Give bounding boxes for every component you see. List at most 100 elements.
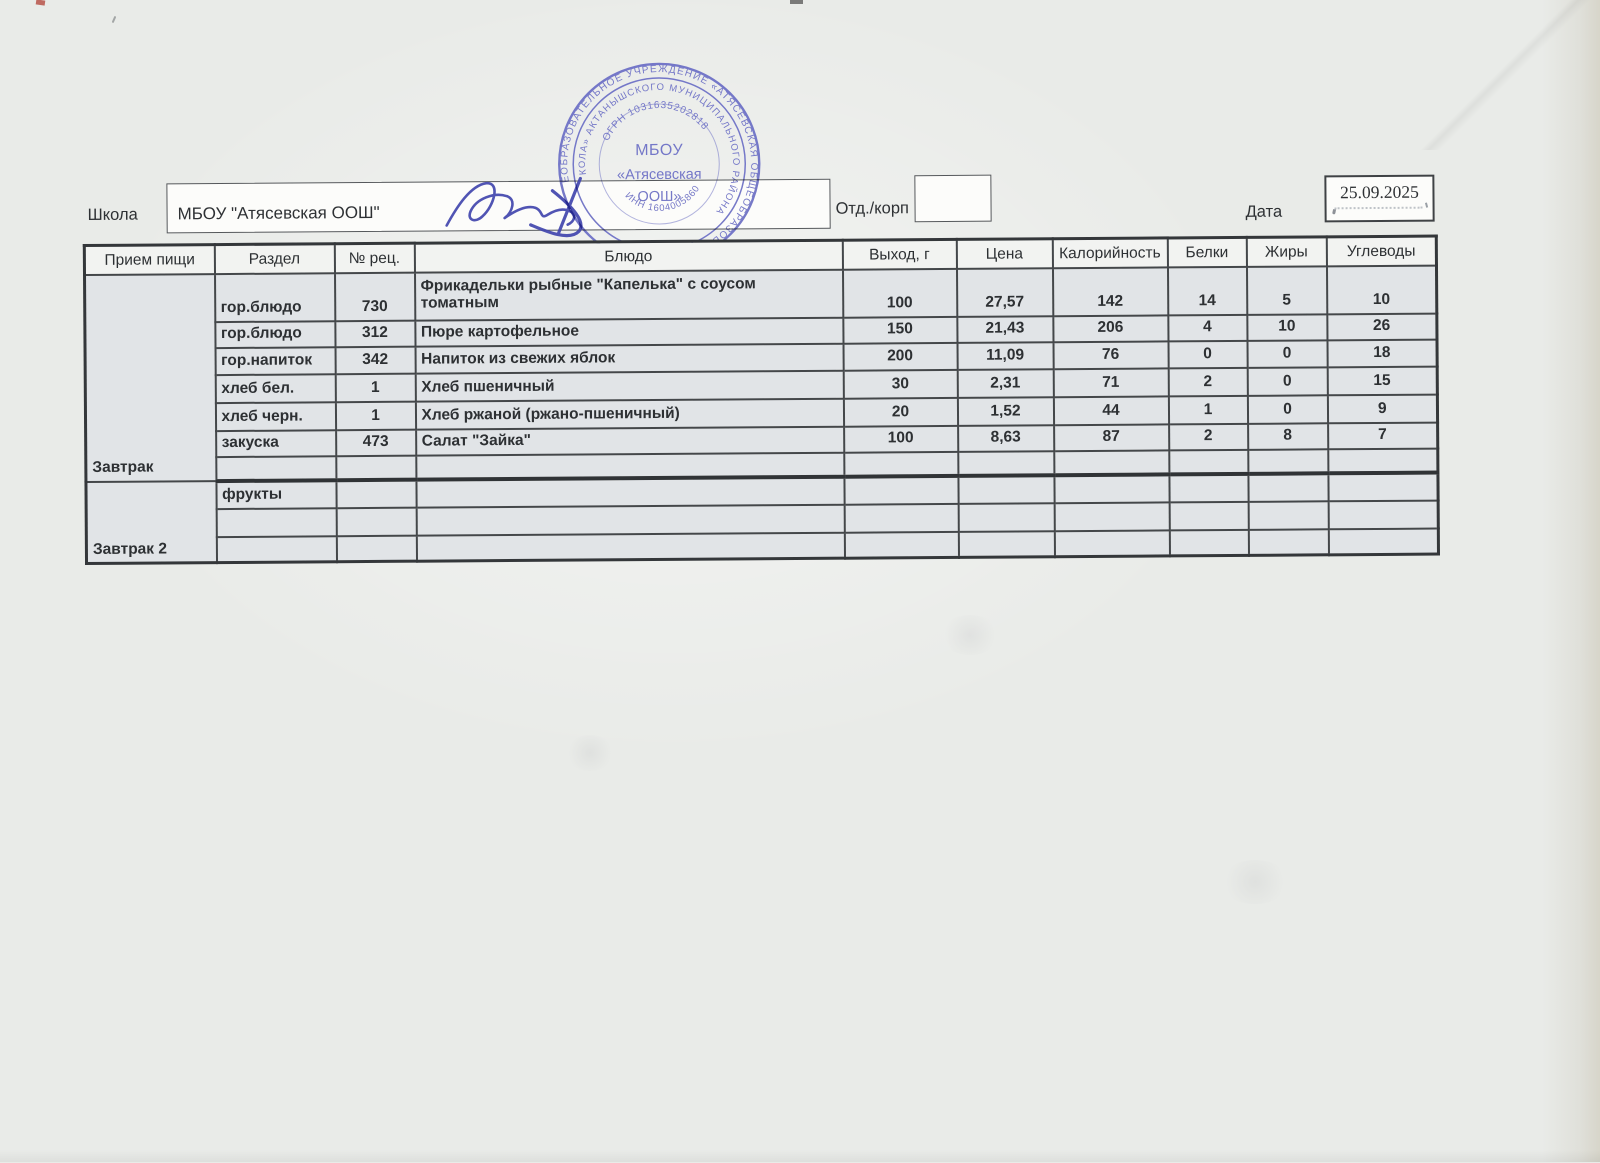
stamp-center-line2: «Атясевская [617, 167, 702, 184]
signature-stroke [445, 181, 576, 227]
header-output: Выход, г [842, 239, 957, 270]
stamp-center-line1: МБОУ [635, 142, 683, 159]
kcal-cell: 44 [1053, 395, 1169, 425]
recipe-cell: 1 [335, 373, 416, 402]
empty-cell [844, 503, 959, 533]
stamp-inner-ring [598, 103, 720, 225]
kcal-cell: 142 [1052, 266, 1168, 316]
empty-cell [416, 532, 845, 562]
empty-cell [1053, 473, 1170, 503]
output-cell: 100 [843, 425, 958, 453]
empty-cell [415, 452, 844, 480]
price-cell: 21,43 [956, 315, 1053, 343]
price-cell: 8,63 [957, 424, 1054, 452]
empty-cell [1248, 528, 1329, 556]
kcal-cell: 71 [1053, 367, 1169, 397]
fat-cell: 10 [1246, 313, 1327, 341]
carbs-cell: 18 [1326, 339, 1438, 367]
recipe-cell: 312 [334, 320, 416, 347]
carbs-cell: 9 [1327, 394, 1438, 423]
header-kcal: Калорийность [1052, 237, 1168, 268]
price-cell: 1,52 [957, 396, 1054, 426]
date-dotted-line [1334, 206, 1423, 210]
menu-table: Прием пищи Раздел № рец. Блюдо Выход, г … [82, 234, 1441, 565]
empty-cell [1247, 472, 1329, 502]
fat-cell: 0 [1247, 366, 1328, 396]
razdel-cell: хлеб черн. [215, 401, 336, 431]
dept-label: Отд./корп [835, 199, 909, 218]
protein-cell: 1 [1168, 395, 1248, 424]
output-cell: 100 [842, 268, 957, 318]
empty-cell [1247, 448, 1328, 474]
protein-cell: 4 [1167, 314, 1247, 341]
razdel-cell: хлеб бел. [215, 373, 336, 403]
empty-cell [335, 455, 416, 480]
price-cell: 2,31 [957, 368, 1054, 398]
empty-cell [957, 450, 1054, 476]
dish-cell: Фрикадельки рыбные "Капелька" с соусом т… [414, 269, 843, 321]
output-cell: 150 [842, 316, 958, 344]
kcal-cell: 87 [1053, 423, 1169, 451]
razdel-cell: фрукты [215, 479, 337, 509]
dish-cell: Хлеб пшеничный [415, 370, 844, 402]
kcal-cell: 76 [1052, 340, 1169, 369]
empty-cell [1328, 500, 1439, 529]
carbs-cell: 26 [1326, 313, 1437, 340]
empty-cell [216, 507, 337, 537]
protein-cell: 2 [1168, 423, 1248, 450]
output-cell: 20 [843, 397, 958, 427]
empty-cell [336, 535, 417, 562]
fat-cell: 0 [1247, 394, 1328, 424]
empty-cell [1169, 501, 1249, 530]
empty-cell [335, 479, 417, 508]
empty-cell [1327, 448, 1438, 473]
header-carbs: Углеводы [1326, 236, 1437, 266]
recipe-cell: 1 [335, 401, 416, 430]
date-box: 25.09.2025 [1324, 174, 1435, 223]
dish-cell: Напиток из свежих яблок [415, 343, 844, 374]
fat-cell: 5 [1246, 265, 1327, 315]
empty-cell [215, 455, 336, 481]
header-rec: № рец. [334, 243, 415, 273]
protein-cell: 14 [1167, 266, 1247, 315]
empty-cell [416, 504, 845, 536]
price-cell: 27,57 [956, 267, 1053, 317]
output-cell: 30 [843, 369, 958, 399]
razdel-cell: гор.блюдо [214, 320, 336, 348]
date-label: Дата [1245, 202, 1283, 221]
recipe-cell: 342 [335, 346, 416, 374]
razdel-cell: закуска [215, 429, 336, 457]
date-value: 25.09.2025 [1340, 181, 1419, 203]
meal-cell-breakfast: Завтрак [84, 273, 216, 482]
empty-cell [844, 531, 959, 559]
carbs-cell: 7 [1327, 422, 1438, 449]
empty-cell [958, 502, 1055, 532]
header-price: Цена [956, 238, 1053, 269]
empty-cell [336, 507, 417, 536]
school-label: Школа [87, 205, 138, 224]
empty-cell [1248, 500, 1329, 530]
dish-cell: Пюре картофельное [414, 317, 844, 347]
header-dish: Блюдо [414, 240, 843, 273]
razdel-cell: гор.блюдо [214, 272, 335, 322]
empty-cell [1328, 528, 1439, 555]
empty-cell [843, 451, 958, 477]
fat-cell: 8 [1247, 422, 1328, 450]
school-name-value: МБОУ "Атясевская ООШ" [177, 202, 380, 224]
carbs-cell: 10 [1326, 265, 1437, 314]
price-cell: 11,09 [957, 341, 1054, 370]
recipe-cell: 473 [335, 429, 416, 456]
empty-cell [1054, 501, 1170, 531]
meal-cell-breakfast2: Завтрак 2 [85, 480, 217, 564]
kcal-cell: 206 [1052, 314, 1168, 342]
protein-cell: 0 [1167, 340, 1248, 368]
empty-cell [1053, 449, 1169, 475]
stamp-center-line3: ООШ» [637, 189, 681, 205]
header-protein: Белки [1167, 237, 1247, 267]
date-artifact-tick [1424, 202, 1429, 208]
empty-cell [957, 474, 1055, 504]
empty-cell [1054, 529, 1170, 557]
carbs-cell: 15 [1327, 366, 1438, 395]
razdel-cell: гор.напиток [215, 346, 336, 375]
